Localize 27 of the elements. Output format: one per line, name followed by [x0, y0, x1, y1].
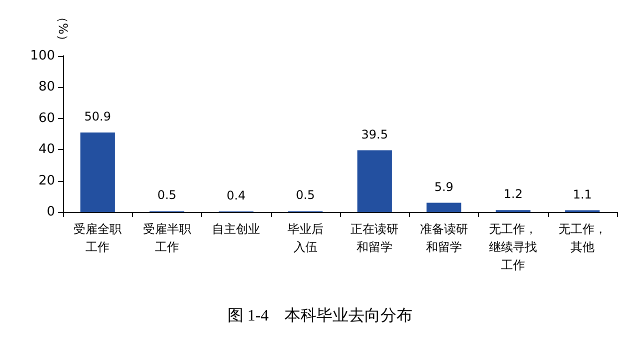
y-tick-label: 80	[38, 80, 55, 95]
data-label: 0.4	[226, 188, 246, 202]
y-tick-label: 60	[38, 110, 55, 126]
x-tick-label: 受雇全职工作	[74, 222, 122, 254]
x-tick-label: 正在读研和留学	[350, 222, 399, 254]
x-tick-label: 毕业后入伍	[287, 222, 324, 254]
y-tick-label: 100	[30, 48, 55, 64]
x-tick-label: 自主创业	[212, 222, 260, 236]
x-tick-label: 受雇半职工作	[142, 222, 191, 254]
x-tick-label: 无工作，其他	[558, 222, 606, 254]
y-tick-label: 40	[38, 142, 55, 158]
data-label: 0.5	[296, 188, 315, 202]
bar	[80, 132, 115, 212]
x-tick-label: 无工作，继续寻找工作	[489, 222, 538, 272]
data-label: 39.5	[361, 127, 388, 142]
y-tick-label: 0	[46, 204, 55, 220]
bar	[426, 202, 462, 212]
data-label: 0.5	[157, 188, 176, 202]
x-tick-label: 准备读研和留学	[420, 222, 468, 254]
data-label: 50.9	[84, 109, 111, 124]
data-label: 1.2	[504, 187, 523, 202]
text: 图 1-4 本科毕业去向分布	[227, 306, 413, 324]
data-label: 5.9	[434, 180, 454, 194]
data-label: 1.1	[572, 187, 592, 202]
y-tick-label: 20	[38, 173, 55, 188]
bar	[357, 150, 392, 212]
y-axis-title: （%）	[56, 11, 70, 46]
